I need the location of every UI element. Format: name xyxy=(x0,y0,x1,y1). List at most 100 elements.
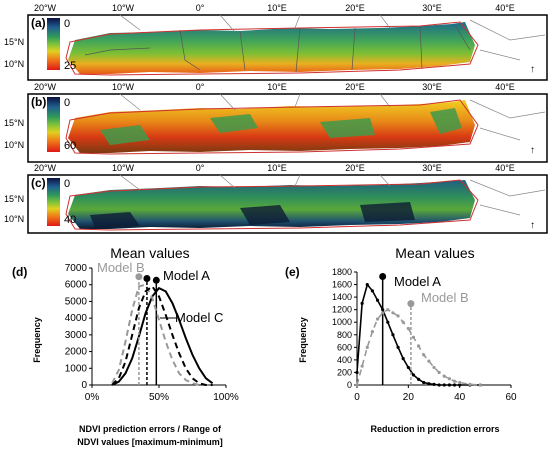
data-point xyxy=(386,308,390,312)
data-point xyxy=(442,374,446,378)
panel-letter: (d) xyxy=(12,265,27,279)
data-point xyxy=(452,379,457,383)
lon-label: 20°W xyxy=(34,82,57,92)
data-point xyxy=(391,311,395,315)
gray-boundaries xyxy=(119,93,546,141)
data-point xyxy=(401,320,405,324)
north-arrow-icon: ↑ xyxy=(530,145,535,156)
data-point xyxy=(427,382,431,386)
data-point xyxy=(365,282,369,287)
y-tick-label: 1200 xyxy=(332,305,352,315)
data-point xyxy=(458,383,462,387)
series-label: Model C xyxy=(175,310,223,325)
y-tick-label: 0 xyxy=(347,380,352,390)
lat-label: 15°N xyxy=(4,37,24,47)
data-point xyxy=(391,333,395,337)
chart-e: (e) Mean values Frequency 02004006008001… xyxy=(285,245,517,403)
lat-label: 10°N xyxy=(4,59,24,69)
lon-label: 0° xyxy=(196,3,205,13)
panel-letter: (b) xyxy=(31,95,46,109)
lon-label: 40°E xyxy=(495,163,515,173)
chart-title: Mean values xyxy=(110,245,189,261)
x-axis-label-line: NDVI prediction errors / Range of xyxy=(78,424,222,434)
x-tick-label: 0% xyxy=(85,392,100,403)
data-point xyxy=(381,311,385,315)
data-point xyxy=(417,377,421,381)
lat-label: 15°N xyxy=(4,194,24,204)
y-tick-label: 600 xyxy=(337,342,352,352)
y-tick-label: 2000 xyxy=(65,347,88,358)
data-point xyxy=(370,289,374,293)
colorbar-max: 40 xyxy=(64,214,76,226)
country-boundaries xyxy=(84,24,471,73)
map-panel-a: (a) 0 25 15°N 10°N ↑ xyxy=(4,14,548,81)
mean-marker xyxy=(407,300,415,308)
lon-label: 20°W xyxy=(34,3,57,13)
x-tick-label: 20 xyxy=(403,392,415,403)
mean-marker xyxy=(135,273,143,281)
lon-label: 40°E xyxy=(495,3,515,13)
series-line-model-b xyxy=(111,283,213,386)
series-label: Model A xyxy=(394,274,441,289)
x-tick-label: 100% xyxy=(213,392,239,403)
longitude-labels-top: 20°W 10°W 0° 10°E 20°E 30°E 40°E xyxy=(34,3,515,13)
chart-marks: Model A Model B Model C xyxy=(97,260,223,386)
panel-letter: (c) xyxy=(31,176,46,190)
y-tick-label: 7000 xyxy=(65,263,88,274)
data-point xyxy=(437,370,441,375)
colorbar xyxy=(47,178,60,226)
lon-label: 30°E xyxy=(422,3,442,13)
data-point xyxy=(478,383,482,387)
x-axis-label-e: Reduction in prediction errors xyxy=(370,424,500,434)
data-point xyxy=(442,383,446,387)
lon-label: 20°E xyxy=(345,3,365,13)
chart-axes: 0 1000 2000 3000 4000 5000 6000 7000 0% 50% 100% xyxy=(65,263,239,403)
panel-letter: (e) xyxy=(285,265,300,279)
colorbar-min: 0 xyxy=(64,97,70,109)
data-point xyxy=(452,383,457,387)
y-tick-label: 800 xyxy=(337,330,352,340)
y-tick-label: 5000 xyxy=(65,296,88,307)
lat-label: 10°N xyxy=(4,140,24,150)
gray-boundaries xyxy=(119,14,546,61)
data-point xyxy=(427,359,431,363)
x-axis-label-d: NDVI prediction errors / Range of NDVI v… xyxy=(50,423,250,449)
colorbar xyxy=(47,18,60,70)
lon-label: 20°W xyxy=(34,163,57,173)
region-outline xyxy=(65,21,479,76)
y-tick-label: 1400 xyxy=(332,292,352,302)
data-point xyxy=(360,364,364,368)
lon-label: 30°E xyxy=(422,82,442,92)
data-point xyxy=(375,317,380,321)
y-axis-label: Frequency xyxy=(32,317,42,363)
data-point xyxy=(458,380,462,385)
mean-marker xyxy=(143,274,151,282)
y-tick-label: 0 xyxy=(81,380,87,391)
data-point xyxy=(417,344,421,348)
series-line-model-c xyxy=(111,284,213,386)
data-point xyxy=(468,382,472,386)
lon-label: 20°E xyxy=(345,163,365,173)
vegetation-band xyxy=(68,100,475,153)
colorbar-min: 0 xyxy=(64,18,70,30)
data-point xyxy=(396,345,400,349)
data-point xyxy=(375,298,380,302)
data-point xyxy=(406,326,410,331)
map-figure: 20°W 10°W 0° 10°E 20°E 30°E 40°E (a) 0 2… xyxy=(4,3,548,234)
data-point xyxy=(411,373,416,377)
lon-label: 10°E xyxy=(267,163,287,173)
y-tick-label: 1000 xyxy=(65,363,88,374)
chart-d: (d) Mean values Frequency 0 1000 2000 3000 4… xyxy=(12,245,239,403)
y-tick-label: 200 xyxy=(337,367,352,377)
lat-label: 10°N xyxy=(4,214,24,224)
lon-label: 0° xyxy=(196,163,205,173)
data-point xyxy=(355,383,359,387)
panel-letter: (a) xyxy=(31,16,46,30)
series-label: Model A xyxy=(163,268,210,283)
data-point xyxy=(432,365,436,370)
data-point xyxy=(432,382,436,386)
lon-label: 10°E xyxy=(267,3,287,13)
y-tick-label: 3000 xyxy=(65,330,88,341)
data-point xyxy=(406,365,410,370)
